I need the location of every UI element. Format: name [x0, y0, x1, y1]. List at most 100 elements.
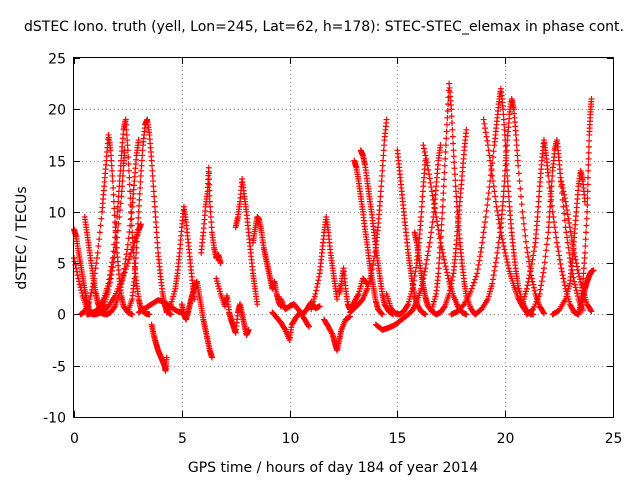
data-point [117, 167, 124, 174]
data-point [571, 278, 578, 285]
data-point [581, 260, 588, 267]
data-point [448, 113, 455, 120]
data-point [518, 201, 525, 208]
data-point [135, 214, 142, 221]
data-point [429, 192, 436, 199]
data-point [424, 252, 431, 259]
data-point [491, 267, 498, 274]
data-point [135, 208, 142, 215]
data-point [111, 241, 118, 248]
data-point [423, 155, 430, 162]
data-point [125, 167, 132, 174]
data-point [588, 96, 595, 103]
data-point [168, 311, 175, 318]
data-point [515, 285, 522, 292]
data-point [536, 188, 543, 195]
data-point [566, 249, 573, 256]
x-axis-label: GPS time / hours of day 184 of year 2014 [188, 460, 478, 476]
data-point [123, 131, 130, 138]
data-point [109, 255, 116, 262]
data-point [137, 178, 144, 185]
data-point [484, 142, 491, 149]
data-point [86, 299, 93, 306]
data-point [128, 215, 135, 222]
data-point [129, 246, 136, 253]
data-point [523, 285, 530, 292]
data-point [500, 198, 507, 205]
data-point [383, 116, 390, 123]
data-point [520, 214, 527, 221]
data-point [574, 293, 581, 300]
data-point [206, 187, 213, 194]
y-tick-label: 25 [48, 52, 66, 68]
data-point [496, 220, 503, 227]
data-point [541, 265, 548, 272]
data-point [441, 304, 448, 311]
data-point [86, 296, 93, 303]
data-point [489, 280, 496, 287]
data-point [148, 162, 155, 169]
data-point [127, 188, 134, 195]
data-point [501, 131, 508, 138]
data-point [574, 266, 581, 273]
data-point [493, 255, 500, 262]
data-point [110, 248, 117, 255]
data-point [505, 193, 512, 200]
data-point [581, 255, 588, 262]
data-point [561, 217, 568, 224]
data-point [423, 159, 430, 166]
data-point [107, 147, 114, 154]
data-point [95, 243, 102, 250]
data-point [420, 145, 427, 152]
data-point [560, 203, 567, 210]
data-point [548, 183, 555, 190]
data-point [139, 147, 146, 154]
data-point [116, 172, 123, 179]
data-point [478, 244, 485, 251]
data-point [122, 116, 129, 123]
data-point [132, 260, 139, 267]
data-point [443, 266, 450, 273]
data-point [497, 229, 504, 236]
data-point [444, 107, 451, 114]
data-point [553, 239, 560, 246]
data-point [571, 249, 578, 256]
data-point [440, 253, 447, 260]
data-point [423, 260, 430, 267]
data-point [433, 213, 440, 220]
data-point [450, 147, 457, 154]
y-tick-label: -10 [43, 411, 66, 427]
data-point [489, 276, 496, 283]
data-point [379, 311, 386, 318]
data-point [443, 121, 450, 128]
data-point [440, 190, 447, 197]
data-point [454, 208, 461, 215]
data-point [503, 152, 510, 159]
data-point [502, 167, 509, 174]
data-point [139, 152, 146, 159]
data-point [501, 126, 508, 133]
data-point [206, 192, 213, 199]
data-point [97, 222, 104, 229]
data-point [163, 354, 170, 361]
data-point [495, 216, 502, 223]
data-point [133, 238, 140, 245]
x-tick-label: 10 [282, 431, 300, 447]
data-point [132, 265, 139, 272]
data-point [167, 302, 174, 309]
data-point [561, 191, 568, 198]
data-point [125, 154, 132, 161]
data-point [426, 243, 433, 250]
data-point [530, 248, 537, 255]
data-point [134, 232, 141, 239]
data-point [570, 274, 577, 281]
data-point [206, 181, 213, 188]
data-point [153, 224, 160, 231]
data-point [135, 137, 142, 144]
data-point [489, 154, 496, 161]
data-point [479, 234, 486, 241]
data-point [564, 207, 571, 214]
data-point [543, 241, 550, 248]
data-point [78, 287, 85, 294]
data-point [472, 276, 479, 283]
